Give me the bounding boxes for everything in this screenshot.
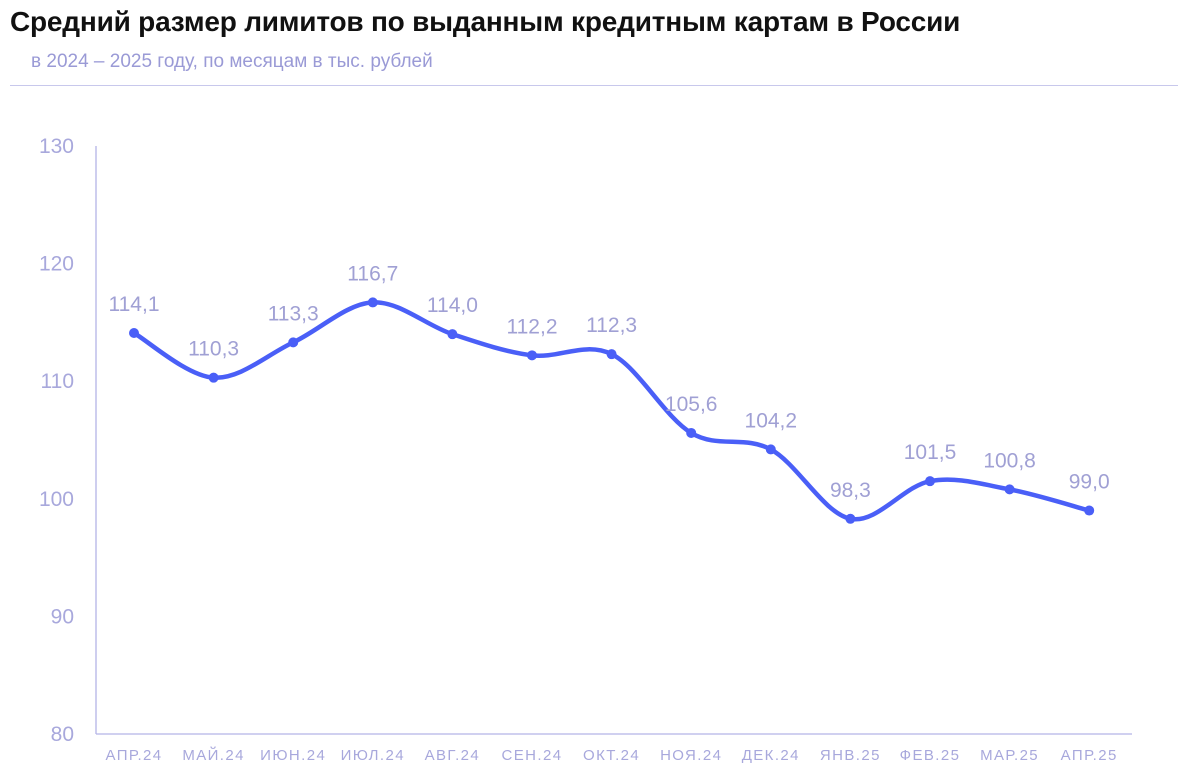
y-tick-label: 80 [51, 723, 74, 746]
x-tick-label: МАЙ.24 [182, 746, 245, 764]
data-label: 98,3 [830, 479, 871, 502]
data-labels: 114,1 110,3 113,3 116,7 114,0 112,2 112,3 105,6… [109, 262, 1110, 501]
y-tick-label: 100 [39, 488, 74, 511]
data-label: 114,0 [427, 294, 478, 317]
x-tick-label: ИЮЛ.24 [341, 747, 405, 764]
x-tick-label: ФЕВ.25 [900, 747, 961, 764]
x-tick-label: ИЮН.24 [260, 747, 326, 764]
data-label: 105,6 [665, 393, 718, 416]
data-point [288, 337, 299, 348]
x-tick-label: ДЕК.24 [742, 747, 800, 764]
data-label: 112,3 [586, 314, 637, 337]
data-point [925, 476, 935, 487]
data-point [845, 513, 856, 524]
chart-subtitle: в 2024 – 2025 году, по месяцам в тыс. ру… [31, 51, 433, 72]
data-label: 99,0 [1069, 471, 1110, 494]
data-point [1004, 484, 1015, 495]
x-axis-ticks: АПР.24 МАЙ.24 ИЮН.24 ИЮЛ.24 АВГ.24 СЕН.24 ОКТ.… [105, 746, 1118, 764]
x-tick-label: ОКТ.24 [583, 747, 640, 764]
x-tick-label: НОЯ.24 [660, 747, 722, 764]
data-label: 113,3 [268, 302, 319, 325]
header-divider [10, 85, 1178, 86]
y-tick-label: 130 [39, 135, 74, 158]
chart-axes [95, 146, 1132, 735]
data-point [129, 327, 139, 338]
x-tick-label: АПР.25 [1061, 747, 1118, 764]
data-point [606, 349, 617, 360]
data-label: 100,8 [983, 449, 1036, 472]
data-label: 110,3 [188, 338, 239, 361]
y-tick-label: 120 [39, 253, 74, 276]
data-label: 116,7 [347, 262, 398, 285]
data-point [765, 444, 776, 455]
x-tick-label: СЕН.24 [502, 747, 563, 764]
data-label: 112,2 [507, 315, 558, 338]
data-points [129, 297, 1095, 524]
data-label: 101,5 [904, 441, 957, 464]
data-point [527, 350, 537, 361]
data-point [1084, 505, 1095, 516]
data-label: 114,1 [109, 293, 160, 316]
y-tick-label: 110 [41, 370, 74, 393]
x-tick-label: МАР.25 [980, 747, 1039, 764]
data-label: 104,2 [745, 409, 798, 432]
y-tick-label: 90 [51, 605, 74, 628]
data-point [447, 329, 458, 340]
y-axis-ticks: 80 90 100 110 120 130 [39, 135, 74, 746]
x-tick-label: АПР.24 [105, 747, 162, 764]
data-point [367, 297, 378, 308]
chart-title: Средний размер лимитов по выданным креди… [10, 6, 961, 37]
x-tick-label: АВГ.24 [425, 747, 481, 764]
x-tick-label: ЯНВ.25 [820, 747, 881, 764]
data-point [208, 372, 219, 383]
data-point [686, 427, 697, 438]
